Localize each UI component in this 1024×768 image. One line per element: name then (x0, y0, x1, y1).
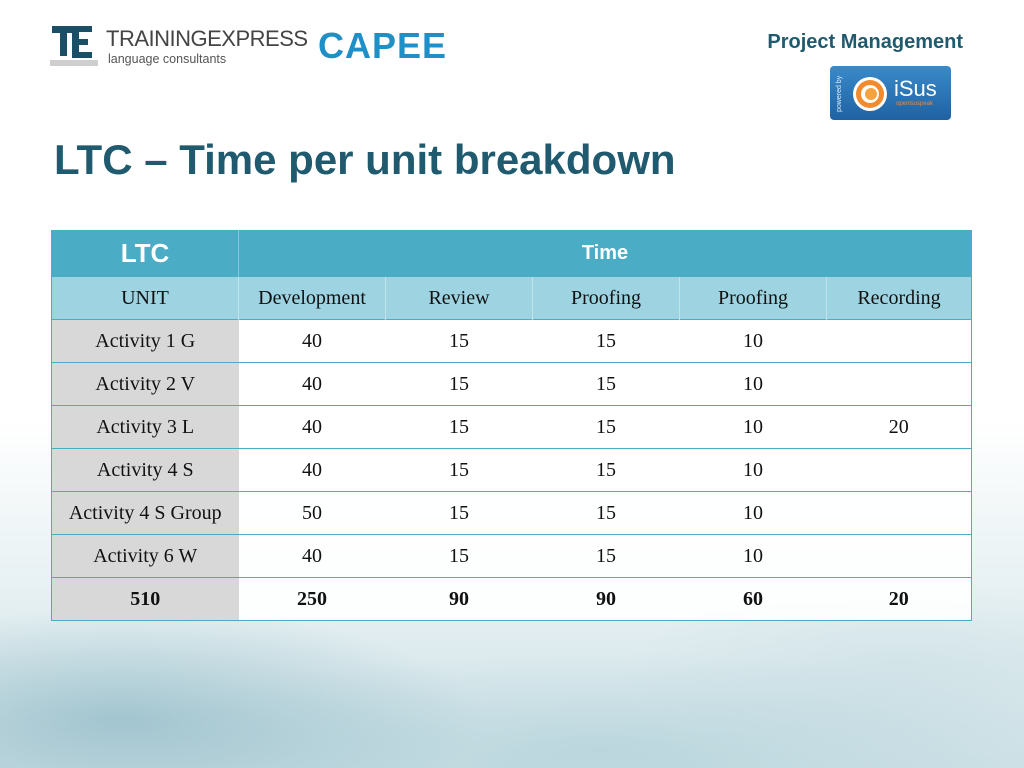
table-row: Activity 1 G 40 15 15 10 (51, 319, 972, 363)
table-total-row: 510 250 90 90 60 20 (51, 577, 972, 621)
trainingexpress-logo: TRAININGEXPRESS language consultants (50, 24, 308, 72)
te-logo-icon (50, 26, 98, 66)
table-cell: 15 (385, 319, 533, 363)
table-cell: 10 (679, 491, 827, 535)
isus-powered-by: powered by (836, 75, 843, 112)
table-cell: 20 (826, 405, 972, 449)
table-row: Activity 4 S 40 15 15 10 (51, 448, 972, 492)
table-row: Activity 4 S Group 50 15 15 10 (51, 491, 972, 535)
capee-logo: CAPEE (318, 28, 447, 64)
column-header: Proofing (532, 277, 680, 320)
table-cell: 15 (385, 491, 533, 535)
table-cell (826, 448, 972, 492)
time-breakdown-table: LTC Time UNIT Development Review Proofin… (51, 230, 972, 621)
unit-cell: Activity 4 S Group (51, 491, 239, 535)
isus-swirl-icon (853, 77, 887, 111)
te-wordmark: TRAININGEXPRESS (106, 26, 308, 51)
table-cell: 15 (532, 405, 680, 449)
table-cell: 15 (385, 448, 533, 492)
column-header: UNIT (51, 277, 239, 320)
total-cell: 250 (238, 577, 386, 621)
table-cell: 10 (679, 534, 827, 578)
table-cell: 10 (679, 319, 827, 363)
column-header: Recording (826, 277, 972, 320)
unit-cell: Activity 4 S (51, 448, 239, 492)
total-cell: 20 (826, 577, 972, 621)
table-row: Activity 2 V 40 15 15 10 (51, 362, 972, 406)
table-cell (826, 362, 972, 406)
slide-title: LTC – Time per unit breakdown (54, 136, 676, 183)
total-cell: 90 (532, 577, 680, 621)
total-cell: 90 (385, 577, 533, 621)
column-header: Development (238, 277, 386, 320)
unit-cell: Activity 2 V (51, 362, 239, 406)
table-column-header-row: UNIT Development Review Proofing Proofin… (51, 277, 972, 320)
table-cell: 40 (238, 405, 386, 449)
table-cell (826, 534, 972, 578)
table-cell: 15 (385, 405, 533, 449)
table-cell: 15 (532, 534, 680, 578)
table-cell (826, 491, 972, 535)
column-header: Review (385, 277, 533, 320)
table-row: Activity 6 W 40 15 15 10 (51, 534, 972, 578)
table-row: Activity 3 L 40 15 15 10 20 (51, 405, 972, 449)
table-cell: 10 (679, 405, 827, 449)
capee-wordmark: CAPEE (318, 25, 448, 66)
table-cell: 15 (532, 491, 680, 535)
table-cell: 40 (238, 534, 386, 578)
table-cell: 40 (238, 362, 386, 406)
isus-subtext: openisuspeak (896, 101, 934, 107)
total-cell: 60 (679, 577, 827, 621)
table-cell: 10 (679, 448, 827, 492)
table-cell: 15 (532, 319, 680, 363)
unit-cell: Activity 3 L (51, 405, 239, 449)
table-cell: 40 (238, 448, 386, 492)
table-group-header-row: LTC Time (51, 230, 972, 277)
table-cell: 15 (532, 448, 680, 492)
te-tagline: language consultants (108, 52, 227, 66)
table-cell (826, 319, 972, 363)
table-cell: 50 (238, 491, 386, 535)
table-cell: 15 (532, 362, 680, 406)
section-label: Project Management (767, 31, 963, 53)
table-group-header: Time (238, 230, 972, 277)
table-cell: 15 (385, 534, 533, 578)
table-cell: 40 (238, 319, 386, 363)
isus-wordmark: iSus (894, 76, 937, 101)
column-header: Proofing (679, 277, 827, 320)
table-corner-cell: LTC (51, 230, 239, 277)
isus-logo: powered by iSus openisuspeak (830, 66, 951, 120)
unit-cell: Activity 6 W (51, 534, 239, 578)
unit-cell: Activity 1 G (51, 319, 239, 363)
table-cell: 15 (385, 362, 533, 406)
total-cell: 510 (51, 577, 239, 621)
table-cell: 10 (679, 362, 827, 406)
